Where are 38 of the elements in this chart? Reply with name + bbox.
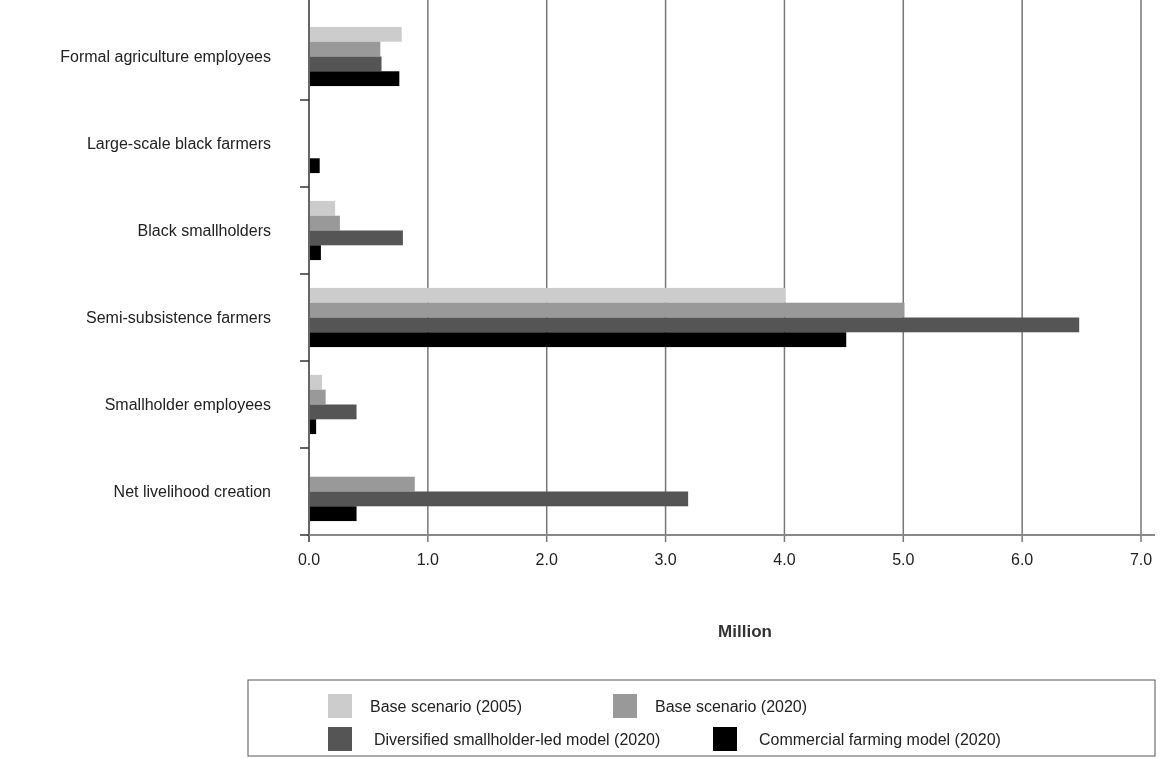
bar: [309, 476, 415, 492]
x-tick-label: 4.0: [773, 551, 796, 568]
legend-label: Base scenario (2005): [370, 698, 523, 715]
y-tick-label: Semi-subsistence farmers: [86, 308, 271, 326]
x-tick-label: 1.0: [416, 551, 440, 568]
x-tick-label: 3.0: [654, 551, 677, 568]
x-axis-title: Million: [718, 622, 772, 641]
legend-label: Base scenario (2020): [655, 698, 808, 715]
x-tick-label: 5.0: [892, 551, 915, 568]
legend-label: Diversified smallholder-led model (2020): [374, 731, 661, 748]
bar: [309, 26, 402, 42]
bar: [309, 332, 847, 348]
y-tick-label: Large-scale black farmers: [86, 134, 271, 152]
bar: [309, 56, 382, 72]
x-tick-label: 2.0: [535, 551, 558, 568]
y-tick-label: Black smallholders: [137, 221, 271, 239]
x-tick-label: 7.0: [1129, 551, 1153, 568]
bar: [309, 374, 323, 390]
bar: [309, 158, 320, 174]
bar: [309, 302, 905, 318]
bar: [309, 230, 403, 246]
bar: [309, 317, 1080, 333]
bar: [309, 200, 336, 216]
bar: [309, 506, 357, 522]
bar: [309, 389, 326, 405]
bar: [309, 215, 340, 231]
bar: [309, 71, 400, 87]
legend-label: Commercial farming model (2020): [759, 731, 1001, 748]
x-tick-label: 6.0: [1011, 551, 1034, 568]
bar: [309, 287, 786, 303]
y-tick-label: Net livelihood creation: [113, 482, 271, 500]
bar: [309, 41, 381, 57]
x-tick-label: 0.0: [297, 551, 321, 568]
y-tick-label: Formal agriculture employees: [60, 47, 271, 65]
y-tick-label: Smallholder employees: [104, 395, 271, 413]
bar: [309, 404, 357, 420]
bar: [309, 491, 689, 507]
bar: [309, 245, 321, 261]
